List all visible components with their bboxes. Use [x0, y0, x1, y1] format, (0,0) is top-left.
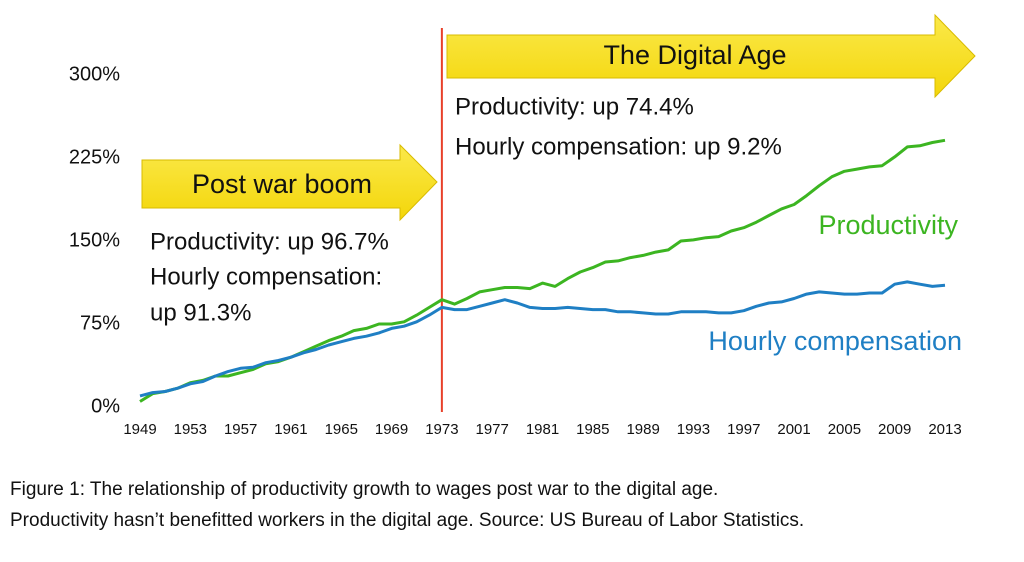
- y-tick-label: 0%: [91, 395, 120, 417]
- y-tick-label: 75%: [80, 312, 120, 334]
- x-tick-label: 2013: [928, 421, 961, 438]
- y-tick-label: 150%: [69, 229, 120, 251]
- x-tick-label: 2001: [777, 421, 810, 438]
- series-label: Hourly compensation: [708, 326, 962, 356]
- caption: Figure 1: The relationship of productivi…: [10, 479, 718, 500]
- x-tick-label: 1949: [123, 421, 156, 438]
- x-tick-label: 1993: [677, 421, 710, 438]
- annotation: Productivity: up 96.7%: [150, 228, 389, 255]
- caption: Productivity hasn’t benefitted workers i…: [10, 510, 804, 531]
- x-tick-label: 1977: [476, 421, 509, 438]
- x-tick-label: 1981: [526, 421, 559, 438]
- x-tick-label: 1961: [274, 421, 307, 438]
- era-arrow: [446, 13, 976, 99]
- x-tick-label: 1973: [425, 421, 458, 438]
- x-tick-label: 1989: [626, 421, 659, 438]
- annotation: Hourly compensation: up 9.2%: [455, 133, 782, 160]
- era-arrow: [141, 143, 438, 222]
- x-tick-label: 2005: [828, 421, 861, 438]
- x-tick-label: 1953: [174, 421, 207, 438]
- y-tick-label: 300%: [69, 63, 120, 85]
- annotation: up 91.3%: [150, 299, 251, 326]
- era-label: Post war boom: [192, 169, 372, 199]
- x-tick-label: 1985: [576, 421, 609, 438]
- annotation: Hourly compensation:: [150, 263, 382, 290]
- x-tick-label: 1997: [727, 421, 760, 438]
- series-label: Productivity: [818, 210, 958, 240]
- x-tick-label: 1969: [375, 421, 408, 438]
- x-tick-label: 2009: [878, 421, 911, 438]
- y-tick-label: 225%: [69, 146, 120, 168]
- annotation: Productivity: up 74.4%: [455, 93, 694, 120]
- series-line: [139, 280, 946, 398]
- x-tick-label: 1957: [224, 421, 257, 438]
- era-label: The Digital Age: [603, 40, 786, 70]
- x-tick-label: 1965: [325, 421, 358, 438]
